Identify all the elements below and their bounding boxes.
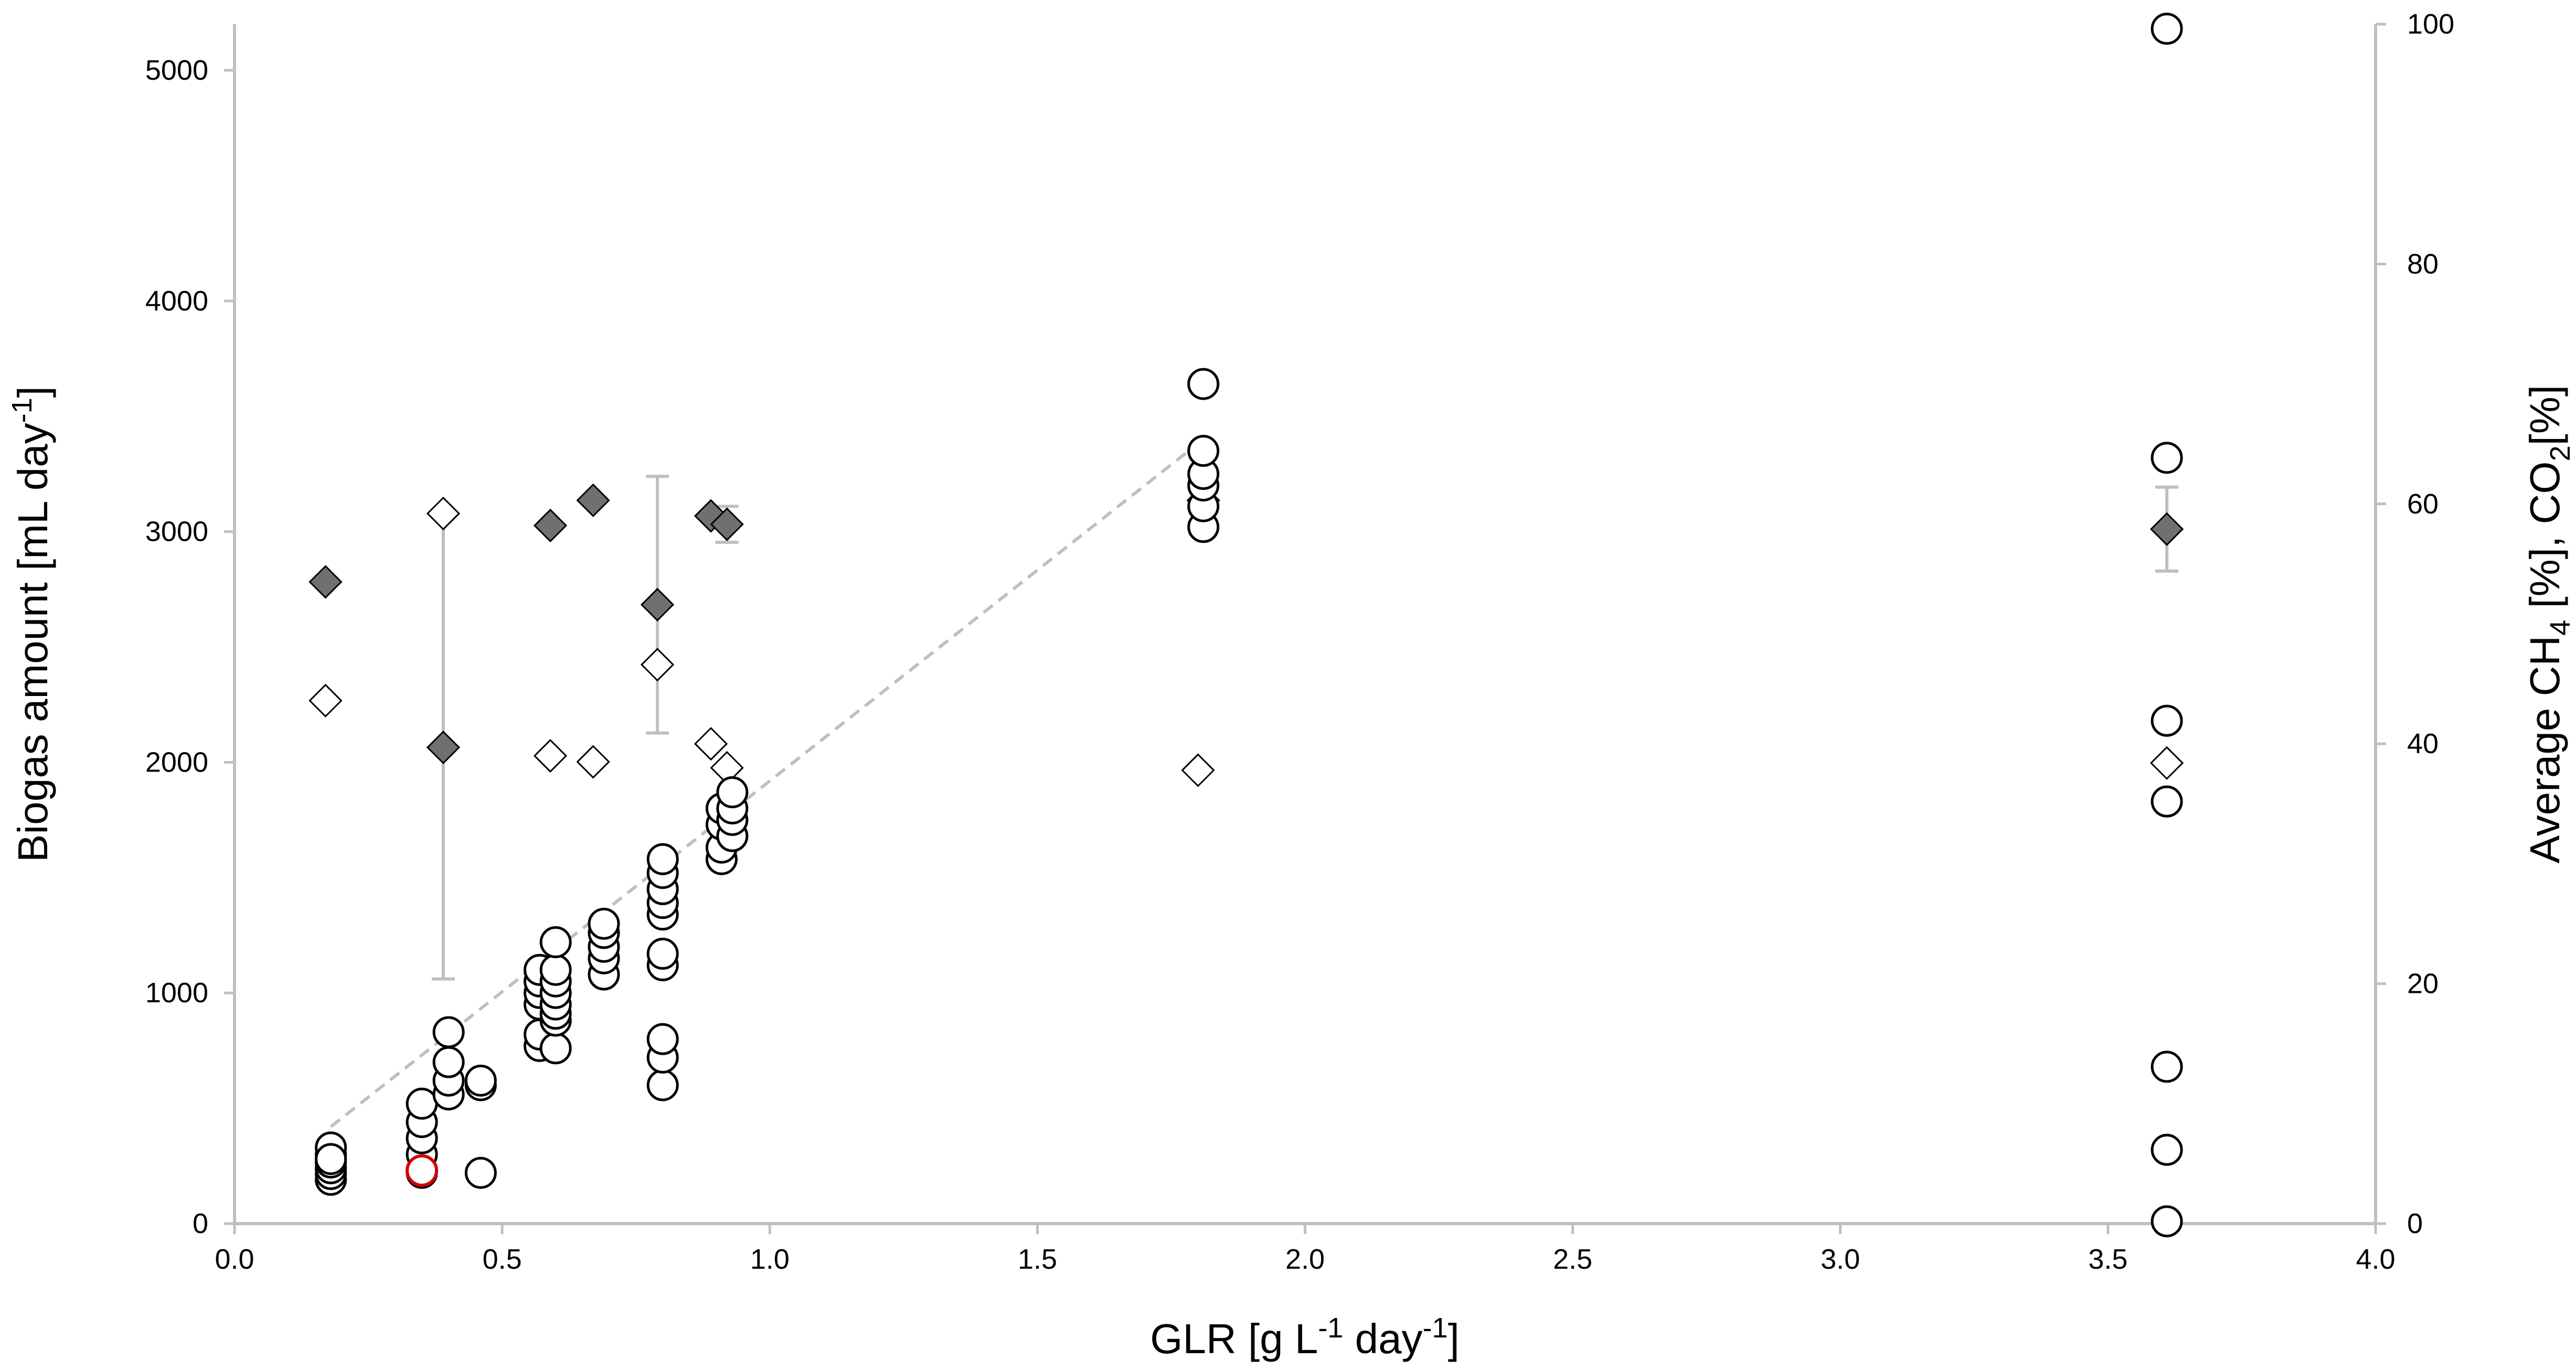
ch4-point	[308, 565, 343, 599]
y-left-tick-label: 1000	[145, 977, 208, 1009]
biogas-point	[646, 937, 679, 970]
x-tick-label: 2.5	[1553, 1244, 1592, 1275]
x-tick-label: 3.0	[1821, 1244, 1860, 1275]
co2-point	[640, 648, 675, 682]
y-left-tick-label: 5000	[145, 55, 208, 86]
biogas-point	[464, 1064, 497, 1097]
biogas-point-highlight	[406, 1154, 439, 1187]
biogas-markers	[315, 13, 2183, 1238]
biogas-point	[2151, 1051, 2183, 1083]
x-tick-label: 0.0	[215, 1244, 254, 1275]
x-axis-title: GLR [g L-1 day-1]	[1150, 1312, 1460, 1362]
co2-point	[1181, 753, 1215, 787]
y-left-tick-label: 3000	[145, 516, 208, 548]
co2-point	[576, 745, 610, 779]
biogas-point	[539, 926, 572, 958]
ch4-point	[640, 587, 675, 622]
ch4-point	[576, 483, 610, 518]
y-right-tick-label: 60	[2407, 488, 2439, 520]
biogas-point	[539, 954, 572, 986]
x-tick-label: 2.0	[1285, 1244, 1325, 1275]
biogas-point	[1187, 435, 1220, 467]
biogas-point	[2151, 442, 2183, 474]
y-left-tick-label: 2000	[145, 746, 208, 778]
co2-point	[426, 496, 461, 531]
biogas-point	[432, 1046, 465, 1078]
y-right-tick-label: 0	[2407, 1208, 2423, 1239]
x-tick-label: 0.5	[483, 1244, 522, 1275]
x-tick-label: 4.0	[2356, 1244, 2395, 1275]
y-left-tick-label: 0	[193, 1208, 208, 1239]
ch4-point	[533, 508, 568, 543]
y-left-axis-ticks: 0 1000 2000 3000 4000 5000	[145, 55, 235, 1239]
biogas-point	[539, 1032, 572, 1065]
biogas-point	[716, 776, 749, 809]
biogas-point	[2151, 785, 2183, 818]
y-right-axis-title: Average CH4 [%], CO2[%]	[2521, 385, 2576, 863]
biogas-point	[646, 1069, 679, 1101]
plot-area: 0.0 0.5 1.0 1.5 2.0 2.5 3.0 3.5 4.0 010002000300…	[145, 8, 2454, 1275]
biogas-point	[2151, 704, 2183, 737]
trend-layer	[329, 438, 1205, 1128]
biogas-point	[315, 1143, 347, 1175]
y-right-tick-label: 100	[2407, 8, 2454, 40]
co2-point	[533, 738, 568, 773]
biogas-point	[406, 1087, 438, 1120]
biogas-point	[588, 907, 620, 940]
biogas-point	[2151, 13, 2183, 45]
y-right-axis-ticks: 0 20 40 60 80 100	[2376, 8, 2454, 1239]
y-left-tick-label: 4000	[145, 285, 208, 317]
co2-markers	[308, 496, 2184, 787]
biogas-point	[2151, 1205, 2183, 1238]
biogas-point	[1187, 368, 1220, 400]
ch4-markers	[308, 483, 2184, 765]
biogas-point	[2151, 1133, 2183, 1166]
biogas-point	[432, 1016, 465, 1048]
ch4-point	[2149, 512, 2184, 546]
y-right-tick-label: 20	[2407, 968, 2439, 1000]
x-tick-label: 3.5	[2088, 1244, 2127, 1275]
biogas-point	[646, 843, 679, 875]
co2-point	[2149, 746, 2184, 780]
y-left-axis-title: Biogas amount [mL day-1]	[6, 386, 56, 862]
x-tick-label: 1.5	[1018, 1244, 1057, 1275]
co2-point	[308, 683, 343, 717]
ch4-point	[710, 507, 744, 541]
co2-point	[694, 727, 728, 761]
ch4-point	[426, 730, 461, 765]
x-axis-ticks: 0.0 0.5 1.0 1.5 2.0 2.5 3.0 3.5 4.0	[215, 1224, 2396, 1275]
trend-line	[329, 438, 1205, 1128]
x-tick-label: 1.0	[750, 1244, 790, 1275]
biogas-point	[464, 1156, 497, 1189]
y-right-tick-label: 80	[2407, 248, 2439, 280]
y-right-tick-label: 40	[2407, 728, 2439, 759]
error-bars	[431, 475, 2179, 981]
biogas-point	[646, 1023, 679, 1055]
